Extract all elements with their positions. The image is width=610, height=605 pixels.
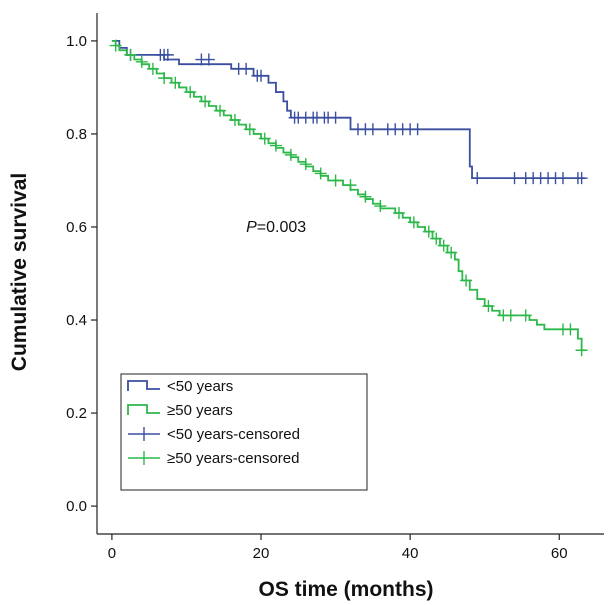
censored-marker [109,39,122,52]
y-tick-label: 0.0 [66,498,87,515]
x-tick-label: 60 [551,545,568,562]
censored-marker [575,172,588,185]
series-group [111,40,588,185]
legend-box [120,373,368,491]
x-tick-label: 20 [253,545,270,562]
censored-marker [184,86,197,99]
censored-marker [240,62,253,75]
legend-label: <50 years [167,378,233,395]
censored-marker [482,300,495,313]
censored-marker [169,76,182,89]
censored-marker [430,232,443,245]
censored-marker [299,158,312,171]
x-axis-ticks: 0 20 40 60 [108,534,568,562]
y-tick-label: 0.2 [66,405,87,422]
censored-marker [504,309,517,322]
censored-marker [214,104,227,117]
censored-marker [329,111,342,124]
censored-marker [564,323,577,336]
legend: <50 years ≥50 years <50 years-censored ≥50 … [120,373,368,491]
legend-label: ≥50 years [167,402,233,419]
y-tick-label: 1.0 [66,33,87,50]
censored-marker [556,172,569,185]
series-group [109,39,588,357]
legend-line-swatch [127,380,160,391]
censored-marker [329,174,342,187]
legend-line-swatch [127,404,160,415]
censored-marker [366,123,379,136]
censored-marker [471,172,484,185]
legend-items: <50 years ≥50 years <50 years-censored ≥50 … [127,378,300,467]
censored-marker [508,172,521,185]
y-axis-title: Cumulative survival [8,173,31,371]
censored-marker [359,190,372,203]
censored-marker [411,123,424,136]
censored-marker [519,309,532,322]
censored-marker [161,48,174,61]
censored-marker [255,69,268,82]
censored-marker [460,274,473,287]
censored-marker [374,200,387,213]
series-layer [109,39,588,357]
x-axis-title: OS time (months) [258,578,433,601]
censored-marker [135,55,148,68]
censored-marker [284,148,297,161]
censored-marker [392,207,405,220]
censored-marker [269,139,282,152]
censored-marker [228,113,241,126]
censored-marker [146,62,159,75]
censored-marker [437,239,450,252]
survival-curve [111,40,586,352]
censored-marker [243,123,256,136]
survival-curve [111,40,586,180]
censored-marker [258,132,271,145]
censored-marker [445,246,458,259]
censored-marker [202,53,215,66]
plot-frame [96,13,604,535]
legend-label: ≥50 years-censored [167,450,299,467]
y-tick-label: 0.6 [66,219,87,236]
y-tick-label: 0.8 [66,126,87,143]
censored-marker [124,48,137,61]
censored-marker [422,225,435,238]
legend-label: <50 years-censored [167,426,300,443]
y-axis-ticks: 0.0 0.2 0.4 0.6 0.8 1.0 [66,33,97,515]
censored-marker [575,344,588,357]
legend-censor-swatch [128,451,160,465]
censored-marker [344,179,357,192]
censored-marker [407,216,420,229]
legend-censor-swatch [128,427,160,441]
x-tick-label: 0 [108,545,116,562]
censored-marker [199,95,212,108]
censored-marker [314,167,327,180]
p-value-number: =0.003 [257,219,306,236]
p-value-label: P [246,219,257,236]
x-tick-label: 40 [402,545,419,562]
p-value-annotation: P=0.003 [246,219,306,236]
censored-marker [158,72,171,85]
y-tick-label: 0.4 [66,312,87,329]
